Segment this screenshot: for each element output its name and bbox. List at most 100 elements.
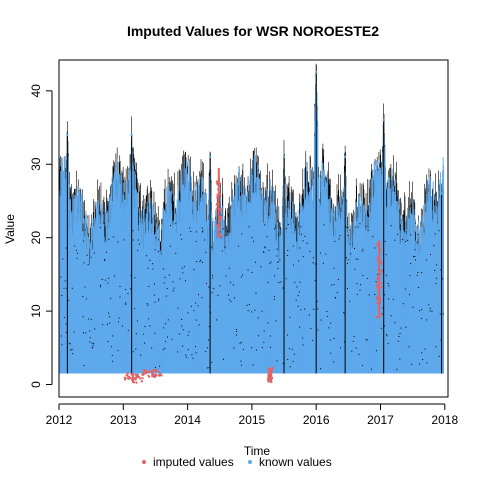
imputed-point xyxy=(380,262,383,265)
imputed-point xyxy=(126,372,130,375)
observed-point xyxy=(92,347,94,349)
imputed-point xyxy=(141,377,144,380)
observed-point xyxy=(173,287,175,289)
observed-point xyxy=(185,354,187,356)
observed-point xyxy=(366,277,368,279)
observed-point xyxy=(302,344,304,346)
observed-point xyxy=(106,323,108,325)
observed-point xyxy=(213,287,215,289)
observed-point xyxy=(314,280,316,282)
observed-point xyxy=(357,258,359,260)
observed-point xyxy=(308,314,310,316)
observed-point xyxy=(130,274,132,276)
observed-point xyxy=(408,346,410,348)
observed-point xyxy=(171,338,173,340)
observed-point xyxy=(247,310,249,312)
y-tick-label: 20 xyxy=(29,231,43,245)
observed-point xyxy=(70,349,72,351)
observed-point xyxy=(280,281,282,283)
observed-point xyxy=(143,333,145,335)
observed-point xyxy=(300,309,302,311)
observed-point xyxy=(330,322,332,324)
observed-point xyxy=(431,310,433,312)
observed-point xyxy=(319,252,321,254)
observed-point xyxy=(368,294,370,296)
observed-point xyxy=(195,319,197,321)
observed-point xyxy=(355,347,357,349)
observed-point xyxy=(117,241,119,243)
observed-point xyxy=(189,227,191,229)
observed-point xyxy=(221,250,223,252)
observed-point xyxy=(125,288,127,290)
observed-point xyxy=(152,268,154,270)
x-axis-title: Time xyxy=(244,444,271,458)
observed-point xyxy=(147,267,149,269)
observed-point xyxy=(317,329,319,331)
observed-point xyxy=(375,281,377,283)
observed-point xyxy=(182,345,184,347)
observed-point xyxy=(85,332,87,334)
observed-point xyxy=(85,298,87,300)
observed-point xyxy=(257,335,259,337)
observed-point xyxy=(202,230,204,232)
observed-point xyxy=(158,300,160,302)
observed-point xyxy=(429,254,431,256)
observed-point xyxy=(397,233,399,235)
observed-point xyxy=(158,298,160,300)
observed-point xyxy=(162,327,164,329)
observed-point xyxy=(436,277,438,279)
observed-point xyxy=(164,276,166,278)
observed-point xyxy=(414,259,416,261)
observed-point xyxy=(69,342,71,344)
observed-point xyxy=(149,259,151,261)
observed-point xyxy=(146,255,148,257)
observed-point xyxy=(239,342,241,344)
observed-point xyxy=(94,328,96,330)
imputed-point xyxy=(139,377,142,380)
observed-point xyxy=(208,339,210,341)
observed-point xyxy=(181,319,183,321)
observed-point xyxy=(144,325,146,327)
observed-point xyxy=(320,368,322,370)
y-axis-title: Value xyxy=(3,214,17,244)
observed-point xyxy=(125,302,127,304)
observed-point xyxy=(175,252,177,254)
observed-point xyxy=(149,325,151,327)
observed-point xyxy=(130,288,132,290)
observed-point xyxy=(333,267,335,269)
imputed-point xyxy=(157,370,160,374)
observed-point xyxy=(151,347,153,349)
observed-point xyxy=(237,245,239,247)
observed-point xyxy=(108,277,110,279)
observed-point xyxy=(216,319,218,321)
observed-point xyxy=(225,275,227,277)
observed-point xyxy=(257,317,259,319)
observed-point xyxy=(426,259,428,261)
observed-point xyxy=(103,222,105,224)
imputed-point xyxy=(144,370,147,373)
imputed-point xyxy=(380,282,383,285)
observed-point xyxy=(442,278,444,280)
observed-point xyxy=(65,331,67,333)
observed-point xyxy=(405,241,407,243)
observed-point xyxy=(288,348,290,350)
observed-point xyxy=(433,245,435,247)
observed-point xyxy=(68,299,70,301)
observed-point xyxy=(208,325,210,327)
observed-point xyxy=(190,305,192,307)
observed-point xyxy=(147,304,149,306)
observed-point xyxy=(350,253,352,255)
observed-point xyxy=(340,347,342,349)
observed-point xyxy=(195,352,197,354)
observed-point xyxy=(365,339,367,341)
known-peak-point xyxy=(208,155,212,159)
imputed-point xyxy=(380,286,383,289)
observed-point xyxy=(276,248,278,250)
observed-point xyxy=(381,313,383,315)
observed-point xyxy=(206,367,208,369)
observed-point xyxy=(357,226,359,228)
observed-point xyxy=(336,292,338,294)
observed-point xyxy=(296,286,298,288)
observed-point xyxy=(268,249,270,251)
x-tick-label: 2012 xyxy=(46,413,73,427)
